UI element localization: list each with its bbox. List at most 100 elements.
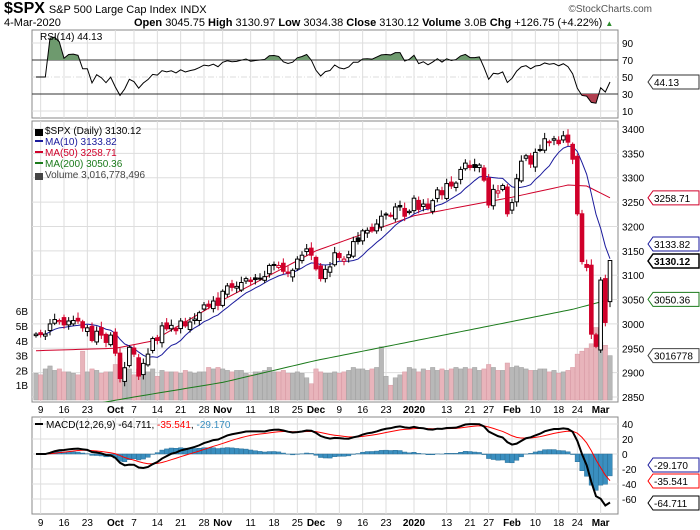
candle-body	[33, 333, 39, 337]
candle-body	[141, 362, 146, 376]
candlestick	[271, 261, 277, 271]
candlestick	[556, 136, 561, 146]
candle-body	[281, 262, 286, 272]
candlestick	[439, 186, 445, 200]
chg-value: +126.75 (+4.22%)	[514, 17, 603, 29]
price-legend: $SPX (Daily) 3130.12	[45, 126, 142, 137]
macd-histogram-bar	[509, 453, 515, 464]
candlestick	[341, 256, 347, 266]
x-tick-label: 21	[464, 405, 476, 416]
macd-histogram-bar	[369, 451, 375, 455]
ma200-tag: 3050.36	[647, 291, 700, 307]
candlestick	[323, 265, 328, 283]
macd-histogram-bar	[243, 448, 249, 455]
macd-histogram-bar	[565, 451, 571, 455]
candlestick	[239, 276, 244, 293]
candle-body	[99, 327, 104, 336]
candle-body	[267, 264, 272, 275]
candlestick	[108, 332, 113, 347]
macd-tick-label: 0	[622, 450, 628, 461]
x-tick-label: 14	[152, 405, 164, 416]
candle-body	[75, 317, 81, 322]
volume-bar	[444, 370, 450, 401]
candle-body	[337, 253, 342, 259]
volume-bar	[556, 373, 562, 401]
macd-histogram-bar	[234, 448, 240, 455]
volume-value: 3.0B	[464, 17, 487, 29]
x-tick-label: 28	[198, 405, 210, 416]
macd-histogram-bar	[131, 453, 137, 459]
quote-row: 4-Mar-2020 Open 3045.75 High 3130.97 Low…	[4, 17, 658, 29]
volume-bar	[336, 373, 342, 401]
x-tick-label: 23	[82, 518, 94, 529]
candlestick	[127, 345, 132, 368]
candlestick	[327, 262, 333, 278]
macd-histogram-bar	[551, 449, 557, 455]
macd-legend-part: -64.711	[118, 420, 152, 431]
macd-histogram-bar	[406, 452, 412, 455]
candle-body	[206, 303, 211, 307]
volume-bar	[500, 370, 506, 401]
candle-body	[239, 281, 244, 291]
macd-histogram-bar	[472, 451, 478, 455]
volume-bar	[70, 373, 76, 401]
candle-body	[178, 320, 183, 330]
volume-tag: 3016778	[647, 348, 700, 364]
candlestick	[505, 184, 510, 217]
volume-bar	[523, 368, 529, 401]
open-label: Open	[134, 17, 163, 29]
candlestick	[155, 334, 160, 345]
candle-body	[514, 178, 519, 203]
volume-bar	[402, 371, 408, 401]
close-tag: 3130.12	[647, 253, 700, 269]
candlestick	[444, 178, 449, 201]
candle-body	[71, 320, 76, 325]
candlestick	[187, 317, 193, 333]
rsi-tick-label: 90	[622, 39, 634, 50]
candlestick	[206, 300, 211, 310]
candlestick	[491, 184, 496, 210]
rsi-tick-label: 50	[622, 73, 634, 84]
candle-body	[383, 213, 389, 216]
candle-body	[509, 202, 515, 211]
volume-bar	[420, 368, 426, 401]
x-tick-label: 25	[292, 518, 304, 529]
ma200-legend: MA(200) 3050.36	[45, 159, 123, 170]
volume-bar	[332, 371, 338, 401]
macd-histogram-bar	[262, 451, 268, 455]
candlestick	[519, 155, 524, 183]
price-legend-icon	[35, 129, 43, 136]
candlestick	[61, 314, 67, 329]
volume-bar	[490, 367, 496, 401]
macd-histogram-bar	[252, 450, 258, 455]
macd-histogram-bar	[602, 453, 608, 485]
x-tick-label: 23	[380, 518, 392, 529]
macd-histogram-bar	[546, 449, 552, 455]
candle-body	[598, 279, 603, 351]
price-tick-label: 3300	[622, 174, 645, 185]
ma50-tag: 3258.71	[647, 190, 700, 206]
candlestick	[281, 258, 286, 275]
volume-bar	[75, 374, 81, 401]
volume-bar	[458, 368, 464, 401]
volume-bar	[406, 367, 412, 401]
macd-histogram-bar	[145, 453, 151, 458]
candle-body	[220, 290, 225, 306]
candlestick	[411, 195, 417, 214]
macd-histogram-bar	[70, 451, 76, 455]
macd-tick-label: -60	[622, 495, 637, 506]
x-tick-label: 27	[483, 405, 495, 416]
macd-histogram-bar	[411, 452, 417, 455]
candlestick	[38, 329, 43, 338]
volume-bar	[80, 350, 86, 401]
volume-bar	[66, 371, 72, 401]
macd-histogram-bar	[322, 453, 328, 459]
candlestick	[547, 139, 552, 147]
low-label: Low	[278, 17, 301, 29]
candle-body	[257, 277, 263, 280]
x-tick-label: 7	[131, 518, 137, 529]
candle-body	[43, 333, 48, 337]
volume-bar	[588, 343, 594, 401]
volume-bar	[220, 368, 226, 401]
